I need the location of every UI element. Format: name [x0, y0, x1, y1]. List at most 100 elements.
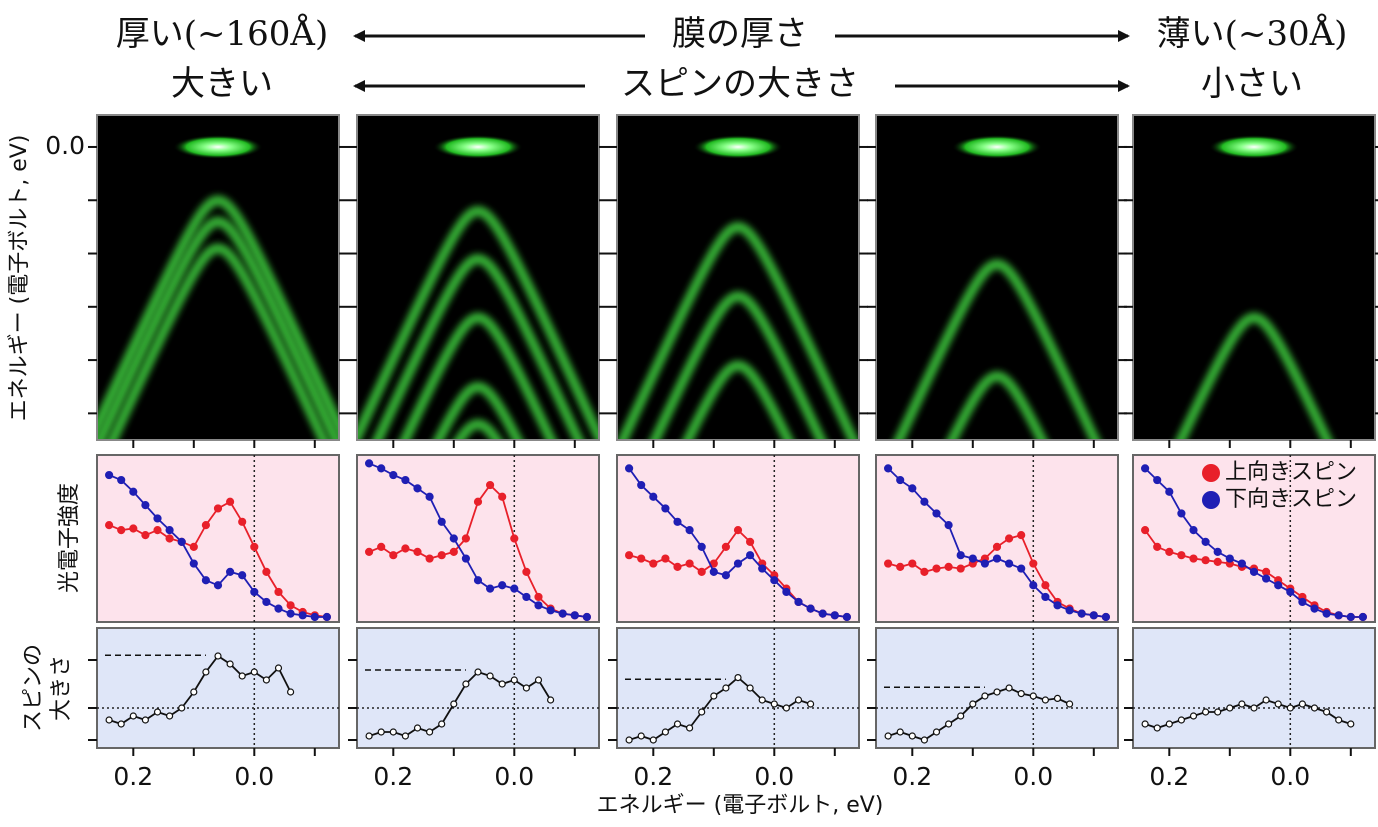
data-point	[698, 708, 706, 716]
data-point	[1238, 700, 1246, 708]
data-point	[1177, 551, 1186, 560]
data-point	[1226, 704, 1234, 712]
data-point	[401, 732, 409, 740]
data-point	[685, 724, 694, 732]
data-point	[274, 587, 283, 597]
spin-panel	[875, 627, 1119, 749]
data-point	[1140, 526, 1150, 535]
data-point	[1140, 464, 1150, 473]
data-point	[1089, 611, 1098, 620]
header-thin: 薄い(~30Å)	[1157, 13, 1348, 54]
data-point	[310, 612, 319, 622]
band	[97, 195, 339, 439]
data-point	[104, 470, 114, 480]
data-point	[932, 728, 941, 736]
data-point	[401, 475, 410, 485]
data-point	[546, 606, 555, 615]
data-point	[449, 534, 458, 543]
data-point	[896, 475, 905, 485]
data-point	[932, 509, 941, 518]
x-tick-label: 0.0	[1013, 762, 1053, 791]
data-point	[165, 526, 174, 535]
band	[893, 259, 1101, 440]
data-point	[1274, 700, 1282, 708]
arpes-panel	[617, 115, 859, 440]
data-point	[510, 584, 519, 593]
data-point	[1322, 609, 1331, 618]
data-point	[932, 564, 941, 573]
data-point	[1041, 581, 1050, 590]
data-point	[1286, 587, 1295, 597]
x-tick-label: 0.2	[892, 762, 932, 791]
band	[107, 243, 329, 440]
data-point	[1286, 704, 1294, 712]
data-point	[944, 562, 953, 571]
data-point	[1189, 554, 1198, 563]
data-point	[1017, 564, 1026, 573]
data-point	[486, 672, 494, 680]
panel-border	[1132, 114, 1376, 441]
data-point	[1249, 567, 1259, 577]
header-spin: スピンの大きさ	[621, 64, 859, 104]
data-point	[377, 542, 386, 551]
data-point	[1298, 597, 1307, 607]
data-point	[425, 554, 434, 563]
data-point	[1101, 612, 1111, 622]
data-point	[1201, 708, 1210, 716]
data-point	[274, 664, 283, 672]
data-point	[177, 537, 186, 546]
data-point	[1017, 531, 1026, 540]
data-point	[365, 732, 373, 740]
data-point	[166, 712, 174, 720]
x-tick-label: 0.0	[1270, 762, 1310, 791]
data-point	[286, 609, 295, 618]
series-line	[628, 676, 811, 741]
data-point	[734, 673, 742, 682]
data-point	[413, 484, 422, 493]
data-point	[637, 480, 646, 490]
header-thick: 厚い(~160Å)	[116, 13, 328, 54]
spin-label: 大きさ	[49, 655, 74, 721]
x-axis-label: エネルギー (電子ボルト, eV)	[597, 793, 884, 818]
data-point	[1077, 609, 1086, 618]
data-point	[884, 732, 892, 740]
data-point	[1141, 720, 1149, 728]
spectrum-panel	[616, 454, 860, 623]
data-point	[201, 576, 210, 585]
data-point	[274, 604, 283, 613]
data-point	[1310, 604, 1319, 613]
data-point	[993, 688, 1001, 696]
data-point	[1310, 704, 1319, 712]
x-tick-label: 0.2	[113, 762, 153, 791]
data-point	[1347, 720, 1355, 728]
data-point	[262, 597, 271, 607]
band	[432, 381, 524, 440]
legend-label: 下向きスピン	[1225, 487, 1357, 512]
data-point	[770, 576, 779, 585]
data-point	[721, 542, 731, 551]
data-point	[534, 592, 543, 602]
spectrum-panel	[875, 454, 1119, 623]
data-point	[1029, 692, 1037, 700]
legend-swatch	[1202, 464, 1220, 482]
y-axis-label: エネルギー (電子ボルト, eV)	[7, 135, 32, 422]
x-tick-label: 0.2	[633, 762, 673, 791]
flat-band	[693, 134, 783, 159]
data-point	[673, 562, 682, 571]
flat-band	[433, 134, 523, 159]
data-point	[1041, 696, 1050, 704]
panel-border	[96, 114, 340, 441]
arpes-panel	[876, 115, 1118, 440]
data-point	[661, 554, 670, 563]
data-point	[377, 464, 386, 473]
data-point	[365, 459, 374, 468]
data-point	[401, 544, 410, 553]
data-point	[226, 660, 234, 668]
data-point	[389, 551, 398, 560]
spectrum-panel	[96, 454, 340, 623]
data-point	[213, 504, 223, 513]
data-point	[1053, 694, 1062, 703]
data-point	[510, 676, 518, 684]
data-point	[1346, 612, 1355, 622]
data-point	[745, 551, 755, 560]
